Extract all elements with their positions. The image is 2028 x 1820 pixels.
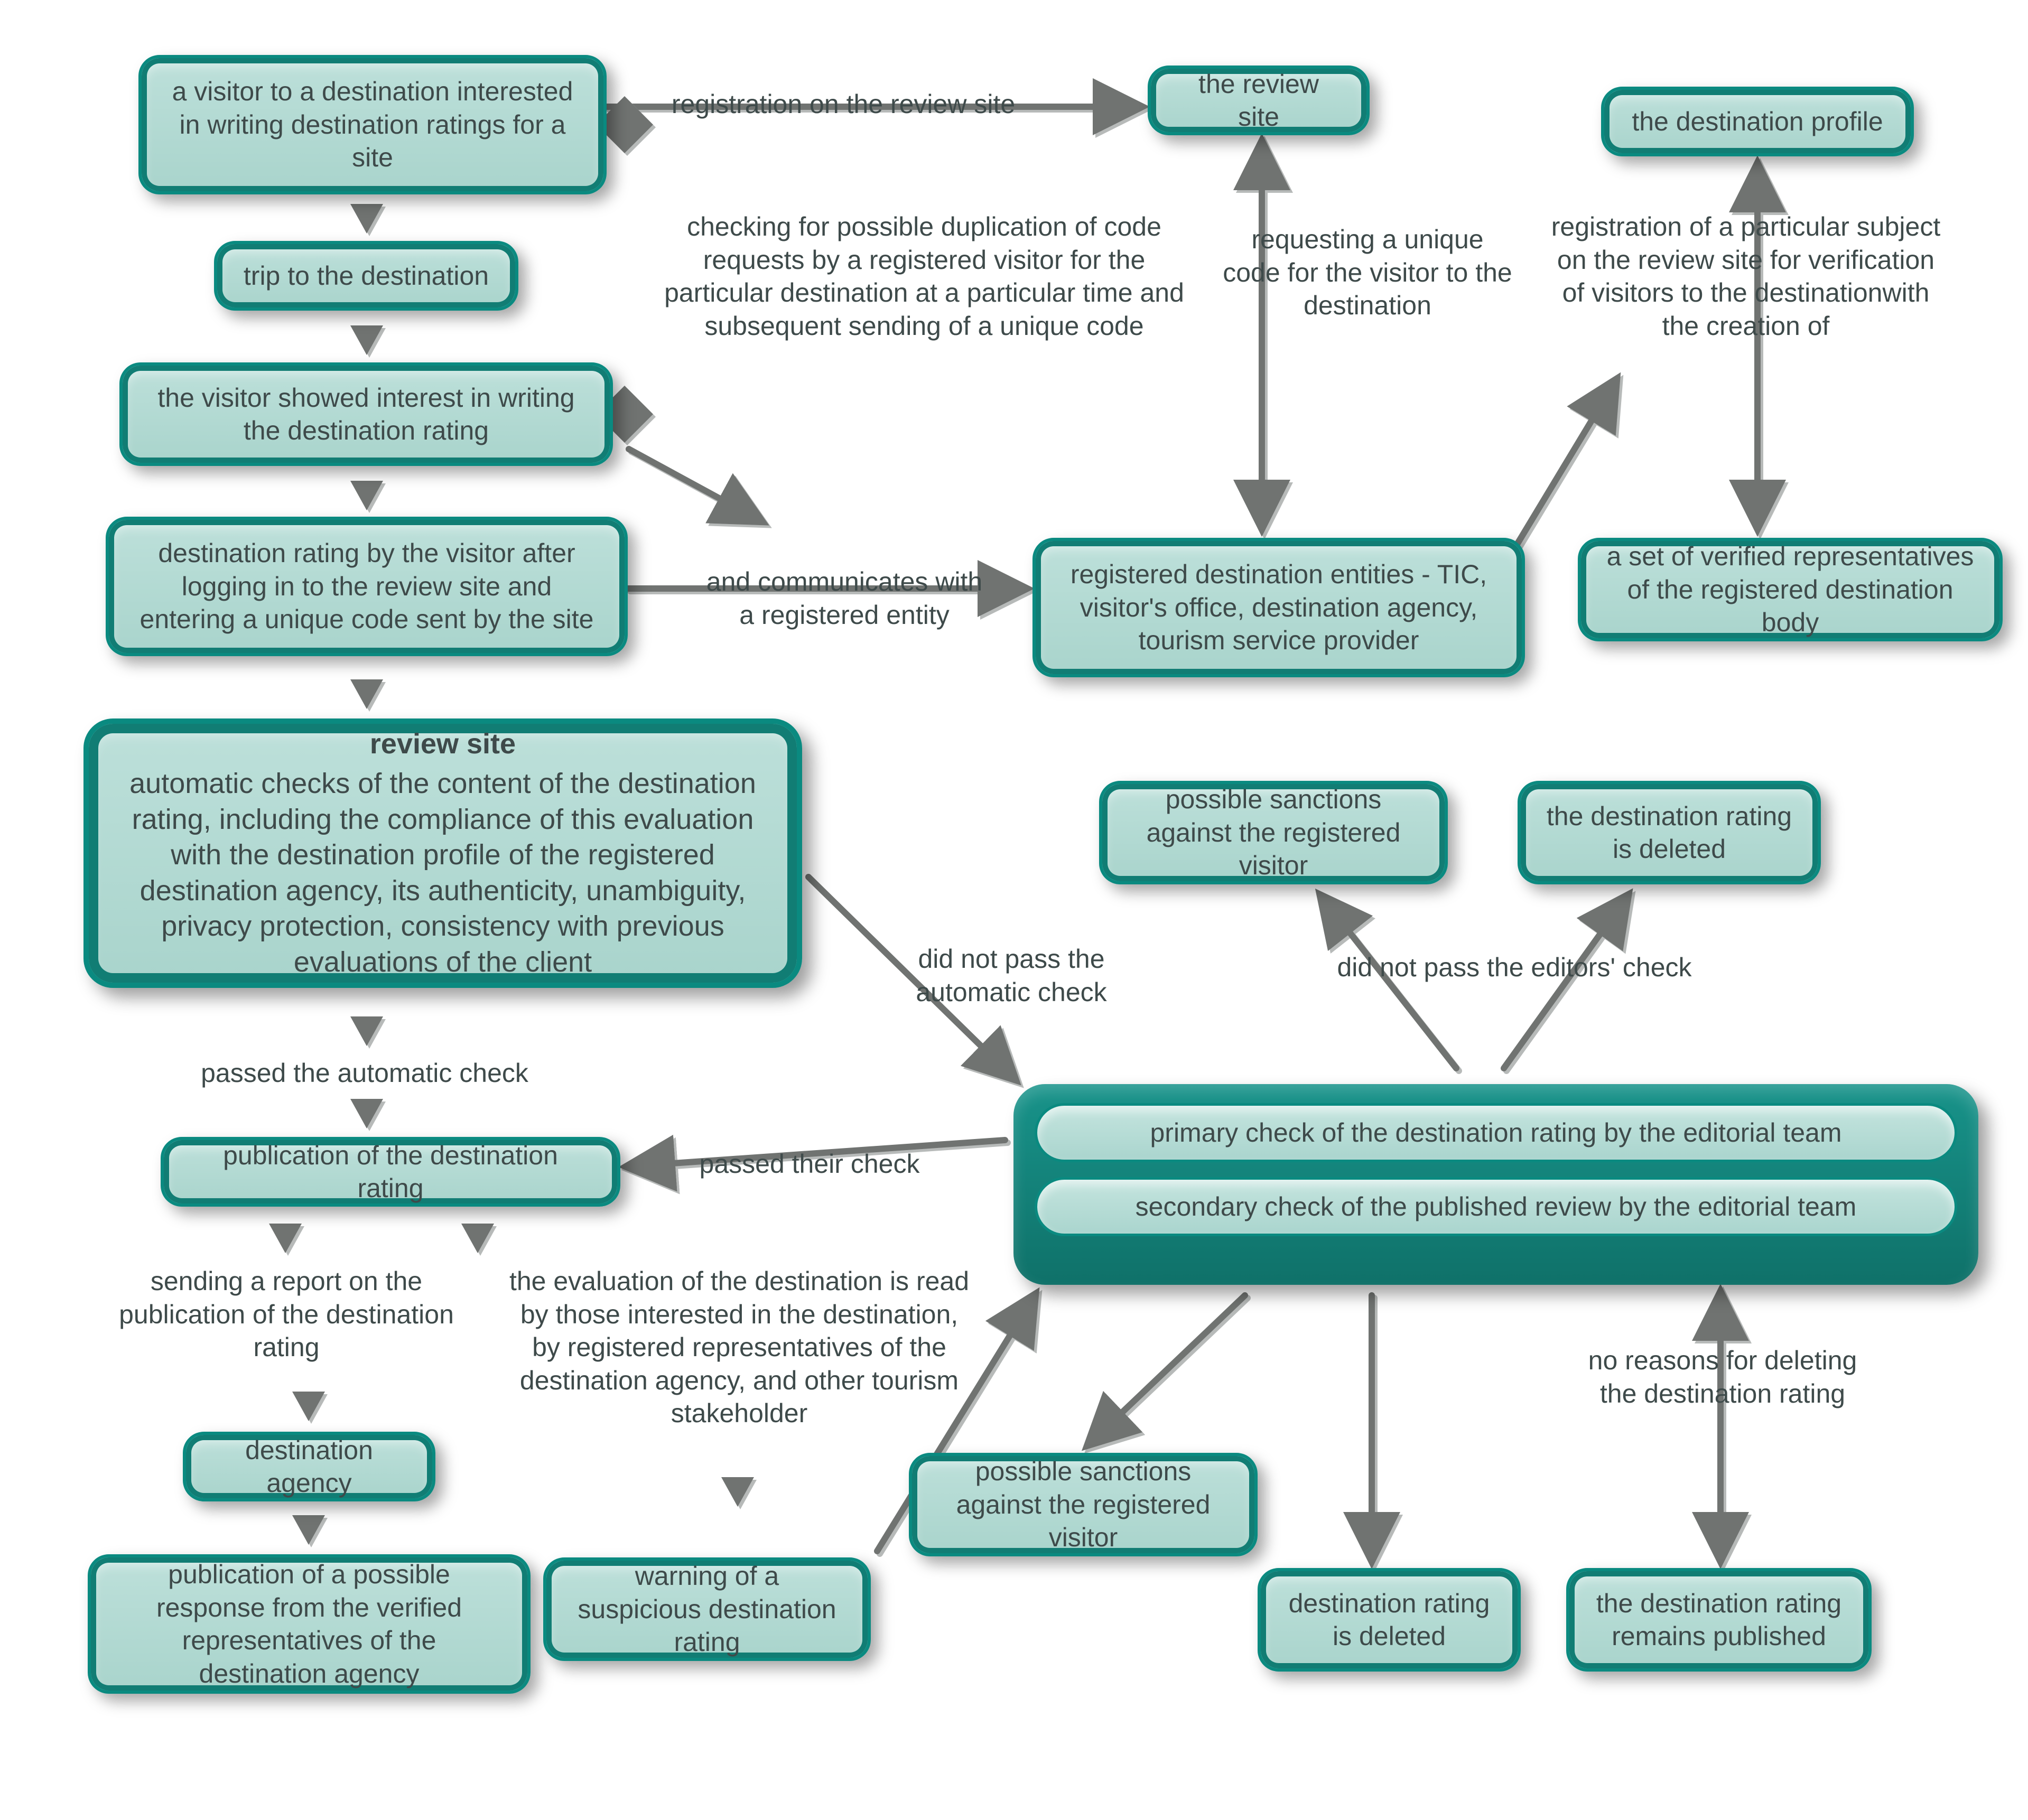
node-text: the destination rating remains published (1595, 1587, 1843, 1653)
node-review-site-checks: review site automatic checks of the cont… (83, 718, 802, 988)
node-the-review-site: the review site (1148, 66, 1370, 135)
label-communicates-entity: and communicates with a registered entit… (696, 565, 992, 631)
group-editorial-checks: primary check of the destination rating … (1013, 1084, 1978, 1285)
node-destination-agency: destination agency (183, 1432, 435, 1501)
node-rating-deleted-2: destination rating is deleted (1258, 1568, 1521, 1672)
pill-secondary-check: secondary check of the published review … (1035, 1177, 1957, 1236)
label-did-not-pass-auto: did not pass the automatic check (869, 942, 1154, 1009)
node-visitor-interested: a visitor to a destination interested in… (138, 55, 607, 194)
node-text: a set of verified representatives of the… (1606, 540, 1974, 639)
label-requesting-code: requesting a unique code for the visitor… (1220, 223, 1515, 322)
label-no-reasons-deleting: no reasons for deleting the destination … (1575, 1344, 1871, 1410)
node-text: the destination profile (1632, 105, 1883, 138)
node-text: publication of the destination rating (189, 1139, 592, 1205)
node-destination-rating-entry: destination rating by the visitor after … (106, 517, 628, 656)
node-header: review site (127, 726, 759, 762)
pill-text: primary check of the destination rating … (1150, 1117, 1841, 1148)
label-registration-review-site: registration on the review site (643, 88, 1044, 121)
label-did-not-pass-editors: did not pass the editors' check (1287, 951, 1742, 984)
node-visitor-showed-interest: the visitor showed interest in writing t… (119, 362, 613, 466)
node-trip-destination: trip to the destination (214, 241, 518, 311)
label-passed-their-check: passed their check (672, 1147, 947, 1181)
node-sanctions-visitor-1: possible sanctions against the registere… (1099, 781, 1448, 884)
node-text: destination rating by the visitor after … (134, 537, 599, 636)
node-text: destination agency (211, 1434, 407, 1500)
node-text: warning of a suspicious destination rati… (572, 1560, 842, 1659)
node-destination-profile: the destination profile (1601, 87, 1914, 156)
node-warning-suspicious: warning of a suspicious destination rati… (543, 1557, 871, 1661)
label-registration-subject: registration of a particular subject on … (1549, 210, 1942, 342)
node-text: a visitor to a destination interested in… (167, 75, 578, 174)
node-publication-response: publication of a possible response from … (88, 1554, 531, 1694)
pill-text: secondary check of the published review … (1136, 1191, 1857, 1222)
node-text: possible sanctions against the registere… (937, 1455, 1229, 1554)
pill-primary-check: primary check of the destination rating … (1035, 1103, 1957, 1162)
node-text: publication of a possible response from … (116, 1558, 502, 1690)
flowchart-canvas: a visitor to a destination interested in… (0, 0, 2028, 1820)
label-sending-report: sending a report on the publication of t… (115, 1265, 458, 1364)
node-rating-remains: the destination rating remains published (1566, 1568, 1872, 1672)
node-text: possible sanctions against the registere… (1128, 783, 1419, 882)
node-rating-deleted-1: the destination rating is deleted (1518, 781, 1821, 884)
label-passed-auto-check: passed the automatic check (180, 1057, 550, 1090)
node-text: registered destination entities - TIC, v… (1061, 558, 1496, 657)
node-text: the destination rating is deleted (1546, 800, 1792, 866)
label-evaluation-read-by: the evaluation of the destination is rea… (504, 1265, 974, 1430)
node-sanctions-visitor-2: possible sanctions against the registere… (909, 1453, 1258, 1556)
node-publication-rating: publication of the destination rating (161, 1137, 620, 1207)
node-text: the visitor showed interest in writing t… (148, 381, 584, 447)
node-text: destination rating is deleted (1286, 1587, 1492, 1653)
node-text: automatic checks of the content of the d… (129, 768, 756, 978)
node-verified-representatives: a set of verified representatives of the… (1578, 538, 2003, 641)
node-text: trip to the destination (244, 259, 489, 293)
label-checking-duplication: checking for possible duplication of cod… (657, 210, 1191, 342)
node-registered-entities: registered destination entities - TIC, v… (1032, 538, 1525, 677)
node-text: the review site (1176, 68, 1341, 134)
